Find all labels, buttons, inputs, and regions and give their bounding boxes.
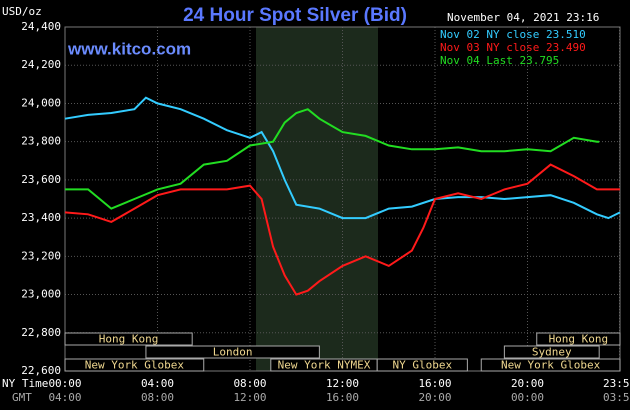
x-tick-label: 04:00 — [141, 377, 174, 390]
legend-entry: Nov 04 Last 23.795 — [440, 54, 559, 67]
legend-entry: Nov 03 NY close 23.490 — [440, 41, 586, 54]
x-tick-label: 16:00 — [418, 377, 451, 390]
session-label: New York Globex — [85, 359, 185, 372]
unit-label: USD/oz — [2, 5, 42, 18]
x-axis-label: NY Time — [2, 377, 48, 390]
timestamp: November 04, 2021 23:16 — [447, 11, 599, 24]
session-bar — [145, 345, 320, 359]
y-tick-label: 23,800 — [21, 135, 61, 148]
gmt-tick-label: 00:00 — [511, 391, 544, 404]
session-label: NY Globex — [392, 359, 452, 372]
x-axis-label: GMT — [12, 391, 32, 404]
x-tick-label: 20:00 — [511, 377, 544, 390]
session-label: New York NYMEX — [278, 359, 371, 372]
x-tick-label: 00:00 — [48, 377, 81, 390]
session-label: New York Globex — [501, 359, 601, 372]
y-tick-label: 24,400 — [21, 20, 61, 33]
session-bar — [536, 332, 621, 346]
gmt-tick-label: 08:00 — [141, 391, 174, 404]
source: www.kitco.com — [67, 39, 191, 58]
session-label: Hong Kong — [549, 333, 609, 346]
session-bar — [480, 358, 621, 372]
series-line — [65, 108, 600, 210]
series-line — [64, 163, 620, 296]
gmt-tick-label: 20:00 — [418, 391, 451, 404]
y-tick-label: 23,400 — [21, 211, 61, 224]
session-bar — [64, 358, 205, 372]
y-tick-label: 24,000 — [21, 96, 61, 109]
y-tick-label: 22,600 — [21, 364, 61, 377]
y-tick-label: 23,600 — [21, 173, 61, 186]
session-label: Hong Kong — [99, 333, 159, 346]
chart-title: 24 Hour Spot Silver (Bid) — [183, 5, 407, 26]
session-bar — [64, 332, 193, 346]
gmt-tick-label: 03:59 — [603, 391, 630, 404]
gmt-tick-label: 16:00 — [326, 391, 359, 404]
session-bar — [376, 358, 468, 372]
session-label: London — [213, 346, 253, 359]
y-tick-label: 24,200 — [21, 58, 61, 71]
y-tick-label: 23,000 — [21, 288, 61, 301]
x-tick-label: 12:00 — [326, 377, 359, 390]
ny-hours-shade — [256, 27, 378, 371]
series-line — [64, 96, 621, 220]
gmt-tick-label: 04:00 — [48, 391, 81, 404]
x-tick-label: 23:59 — [603, 377, 630, 390]
legend-entry: Nov 02 NY close 23.510 — [440, 28, 586, 41]
x-tick-label: 08:00 — [233, 377, 266, 390]
session-label: Sydney — [532, 346, 572, 359]
session-bar — [503, 345, 600, 359]
y-tick-label: 23,200 — [21, 249, 61, 262]
gmt-tick-label: 12:00 — [233, 391, 266, 404]
y-tick-label: 22,800 — [21, 326, 61, 339]
